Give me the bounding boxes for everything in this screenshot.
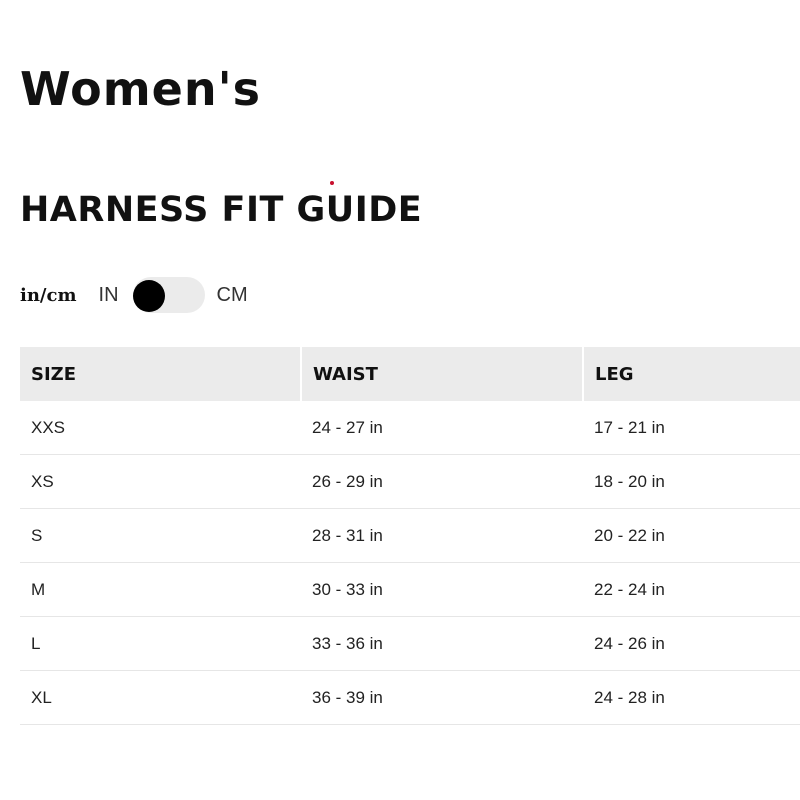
cell-leg: 24 - 28 in (583, 670, 800, 725)
table-row: S 28 - 31 in 20 - 22 in (20, 508, 800, 563)
header-size: SIZE (20, 347, 302, 401)
cell-leg: 22 - 24 in (583, 562, 800, 617)
decorative-dot (330, 181, 334, 185)
toggle-knob (132, 280, 165, 312)
size-table: SIZE WAIST LEG XXS 24 - 27 in 17 - 21 in XS… (20, 347, 800, 725)
unit-option-cm[interactable]: CM (216, 283, 248, 306)
page-title: Women's (20, 62, 262, 116)
cell-waist: 28 - 31 in (301, 508, 583, 563)
cell-size: M (20, 562, 301, 617)
table-row: L 33 - 36 in 24 - 26 in (20, 616, 800, 671)
cell-size: S (20, 508, 301, 563)
cell-leg: 20 - 22 in (583, 508, 800, 563)
cell-waist: 26 - 29 in (301, 454, 583, 509)
table-header-row: SIZE WAIST LEG (20, 347, 800, 401)
table-row: XS 26 - 29 in 18 - 20 in (20, 454, 800, 509)
cell-leg: 24 - 26 in (583, 616, 800, 671)
section-title: HARNESS FIT GUIDE (20, 190, 423, 230)
table-row: XL 36 - 39 in 24 - 28 in (20, 670, 800, 725)
unit-toggle-switch[interactable] (132, 277, 205, 313)
cell-waist: 33 - 36 in (301, 616, 583, 671)
table-row: XXS 24 - 27 in 17 - 21 in (20, 401, 800, 455)
cell-size: XL (20, 670, 301, 725)
unit-option-in[interactable]: IN (98, 283, 119, 306)
unit-toggle-group: in/cm IN CM (20, 277, 248, 313)
unit-label: in/cm (20, 284, 77, 306)
cell-size: XXS (20, 401, 301, 455)
cell-waist: 30 - 33 in (301, 562, 583, 617)
cell-waist: 36 - 39 in (301, 670, 583, 725)
table-row: M 30 - 33 in 22 - 24 in (20, 562, 800, 617)
cell-leg: 17 - 21 in (583, 401, 800, 455)
cell-waist: 24 - 27 in (301, 401, 583, 455)
cell-size: XS (20, 454, 301, 509)
header-leg: LEG (583, 347, 800, 401)
cell-leg: 18 - 20 in (583, 454, 800, 509)
cell-size: L (20, 616, 301, 671)
header-waist: WAIST (301, 347, 584, 401)
